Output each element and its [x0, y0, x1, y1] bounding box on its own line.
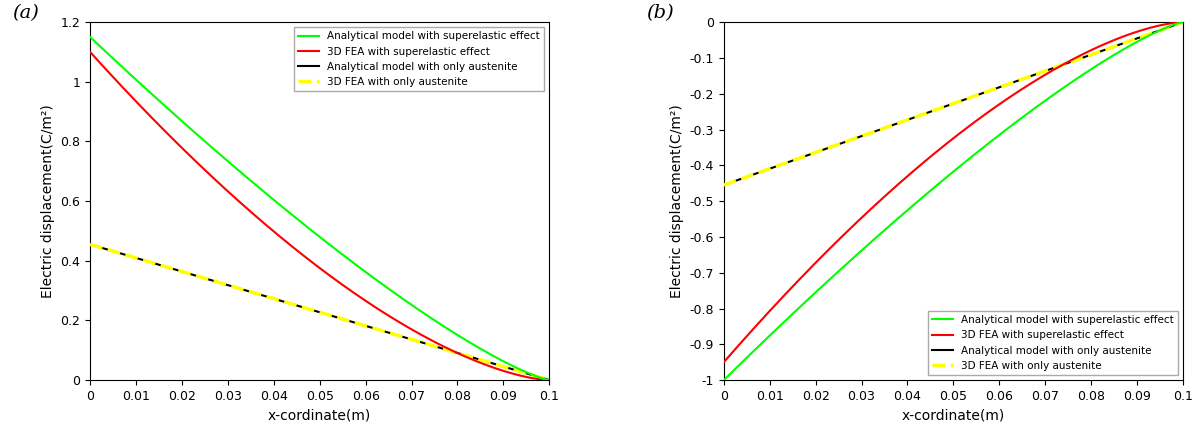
Y-axis label: Electric displacement(C/m²): Electric displacement(C/m²) [670, 104, 685, 298]
Text: (b): (b) [646, 4, 674, 22]
Text: (a): (a) [12, 4, 38, 22]
Legend: Analytical model with superelastic effect, 3D FEA with superelastic effect, Anal: Analytical model with superelastic effec… [294, 27, 544, 91]
X-axis label: x-cordinate(m): x-cordinate(m) [902, 408, 1005, 423]
X-axis label: x-cordinate(m): x-cordinate(m) [268, 408, 371, 423]
Legend: Analytical model with superelastic effect, 3D FEA with superelastic effect, Anal: Analytical model with superelastic effec… [927, 311, 1178, 375]
Y-axis label: Electric displacement(C/m²): Electric displacement(C/m²) [41, 104, 55, 298]
